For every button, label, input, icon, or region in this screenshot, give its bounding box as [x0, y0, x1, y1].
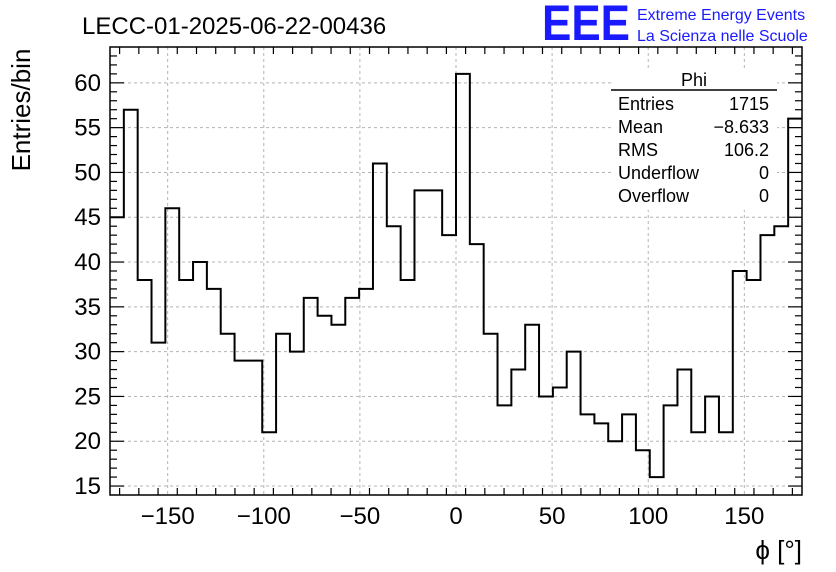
stats-row-label: Underflow	[618, 163, 700, 183]
stats-row-label: RMS	[618, 140, 658, 160]
stats-row-value: 1715	[729, 94, 769, 114]
x-tick-label: −50	[340, 503, 381, 530]
stats-row-value: 0	[759, 186, 769, 206]
x-tick-label: 100	[628, 503, 668, 530]
stats-row-value: 106.2	[724, 140, 769, 160]
chart-title: LECC-01-2025-06-22-00436	[82, 13, 386, 40]
y-tick-label: 35	[74, 294, 101, 321]
y-tick-label: 40	[74, 249, 101, 276]
y-axis-title: Entries/bin	[6, 49, 36, 172]
stats-row-value: −8.633	[713, 117, 769, 137]
eee-logo-line2: La Scienza nelle Scuole	[637, 28, 808, 45]
x-tick-label: 50	[539, 503, 566, 530]
eee-logo-mark: EEE	[542, 0, 630, 51]
stats-row-label: Mean	[618, 117, 663, 137]
y-tick-labels: 15 20 25 30 35 40 45 50 55 60	[74, 70, 101, 500]
x-tick-label: −150	[141, 503, 195, 530]
stats-title: Phi	[681, 70, 707, 90]
x-tick-label: −100	[237, 503, 291, 530]
stats-row-label: Entries	[618, 94, 674, 114]
y-tick-label: 45	[74, 204, 101, 231]
stats-box: Phi Entries 1715 Mean −8.633 RMS 106.2 Underfl…	[611, 70, 777, 210]
y-tick-label: 55	[74, 115, 101, 142]
y-tick-label: 15	[74, 473, 101, 500]
y-tick-label: 30	[74, 339, 101, 366]
x-axis-title: ϕ [°]	[755, 535, 802, 565]
stats-row-label: Overflow	[618, 186, 690, 206]
y-tick-label: 60	[74, 70, 101, 97]
x-tick-labels: −150 −100 −50 0 50 100 150	[141, 503, 765, 530]
x-tick-label: 150	[724, 503, 764, 530]
stats-box-background	[611, 70, 777, 210]
eee-logo: EEE Extreme Energy Events La Scienza nel…	[542, 0, 808, 51]
stats-rows: Entries 1715 Mean −8.633 RMS 106.2 Underflow 0 O…	[618, 94, 769, 206]
axis-ticks	[110, 47, 802, 495]
histogram-outline	[110, 72, 802, 479]
stats-row-value: 0	[759, 163, 769, 183]
y-tick-label: 50	[74, 159, 101, 186]
y-tick-label: 25	[74, 383, 101, 410]
eee-logo-line1: Extreme Energy Events	[637, 7, 805, 24]
y-tick-label: 20	[74, 428, 101, 455]
x-tick-label: 0	[449, 503, 462, 530]
